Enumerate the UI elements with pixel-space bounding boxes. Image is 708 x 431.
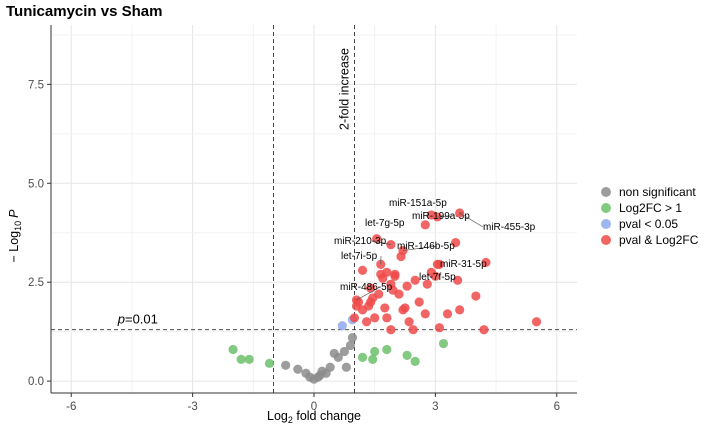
x-axis-label: Log2 fold change — [267, 409, 361, 425]
legend-label: Log2FC > 1 — [619, 201, 682, 215]
point-both — [451, 238, 461, 248]
y-tick-label: 5.0 — [28, 178, 44, 190]
annotation-leader — [402, 245, 438, 251]
point-both — [362, 317, 372, 327]
point-both — [404, 317, 414, 327]
y-axis-label: − Log10P — [7, 209, 23, 263]
point-both — [414, 297, 424, 307]
point-both — [382, 313, 392, 323]
point-both — [382, 267, 392, 277]
point-log2fc — [438, 338, 449, 349]
point-both — [402, 281, 412, 291]
point-log2fc — [410, 356, 420, 366]
point-both — [442, 309, 453, 319]
point-label: miR-486-5p — [340, 282, 393, 293]
point-label: miR-210-3p — [334, 236, 387, 247]
y-tick-label: 0.0 — [28, 376, 44, 388]
point-annotations: miR-151a-5p miR-199a-5p miR-455-3p let-7g-5… — [334, 198, 536, 305]
point-both — [374, 289, 384, 299]
point-label: miR-151a-5p — [389, 198, 447, 209]
annotation-leader — [459, 212, 484, 228]
point-both — [479, 325, 489, 335]
x-tick-label: 3 — [432, 401, 438, 413]
legend-label: non significant — [619, 185, 696, 199]
p-threshold-label: p=0.01 — [117, 312, 158, 327]
point-non-significant — [339, 346, 349, 357]
point-both — [410, 275, 420, 285]
x-tick-label: 6 — [554, 401, 560, 413]
point-both — [357, 265, 368, 275]
point-both — [366, 283, 376, 293]
point-both — [481, 257, 491, 268]
point-label: miR-199a-5p — [412, 211, 470, 222]
point-log2fc — [357, 352, 368, 362]
point-non-significant — [325, 362, 335, 372]
point-log2fc — [244, 354, 254, 364]
y-tick-label: 7.5 — [28, 79, 44, 91]
point-pval — [337, 321, 347, 331]
y-tick-label: 2.5 — [28, 277, 44, 289]
point-both — [400, 303, 410, 313]
labeled-point — [455, 208, 465, 218]
annotation-leader — [373, 240, 391, 245]
chart-title: Tunicamycin vs Sham — [6, 3, 162, 20]
threshold-lines: p=0.01 2-fold increase — [51, 25, 577, 393]
point-both — [455, 305, 465, 315]
plot-panel: p=0.01 2-fold increase miR-151a-5p miR-199… — [50, 25, 577, 394]
point-both — [531, 317, 542, 327]
point-log2fc — [228, 344, 238, 355]
point-both — [420, 309, 430, 319]
point-non-significant — [341, 362, 351, 372]
annotation-leader — [437, 215, 453, 218]
labeled-point — [434, 259, 445, 269]
point-non-significant — [345, 340, 356, 351]
point-both — [471, 291, 481, 301]
y-axis-ticks: 0.0 2.5 5.0 7.5 — [28, 79, 51, 388]
point-log2fc — [236, 354, 246, 364]
point-log2fc — [264, 358, 275, 368]
point-both — [453, 275, 463, 285]
legend-label: pval < 0.05 — [619, 217, 678, 231]
annotation-leader — [356, 286, 381, 301]
point-both — [434, 323, 445, 333]
point-label: let-7g-5p — [365, 218, 405, 229]
x-axis-ticks: -6 -3 0 3 6 — [66, 393, 560, 413]
legend-swatch — [601, 203, 611, 213]
point-label: miR-146b-5p — [397, 241, 455, 252]
point-both — [380, 303, 390, 313]
labeled-point — [422, 279, 432, 289]
point-label: let-7i-5p — [341, 251, 378, 262]
legend-label: pval & Log2FC — [619, 233, 699, 247]
legend: non significant Log2FC > 1 pval < 0.05 pval… — [601, 185, 699, 247]
legend-swatch — [601, 187, 611, 197]
point-log2fc — [382, 344, 392, 355]
point-log2fc — [370, 346, 380, 357]
legend-swatch — [601, 235, 611, 245]
point-label: let-7f-5p — [419, 272, 456, 283]
point-both — [386, 325, 396, 335]
point-both — [390, 271, 400, 281]
legend-swatch — [601, 219, 611, 229]
point-log2fc — [402, 350, 412, 361]
point-non-significant — [347, 333, 358, 343]
x-tick-label: -3 — [187, 401, 197, 413]
x-tick-label: -6 — [66, 401, 76, 413]
point-both — [394, 289, 404, 299]
point-non-significant — [333, 352, 343, 362]
labeled-point — [420, 220, 430, 230]
point-both — [370, 313, 380, 323]
point-log2fc — [368, 354, 378, 364]
point-non-significant — [281, 360, 291, 370]
fc-threshold-label: 2-fold increase — [337, 48, 351, 130]
point-both — [430, 271, 440, 281]
point-both — [349, 313, 360, 323]
x-tick-label: 0 — [311, 401, 317, 413]
point-non-significant — [293, 364, 303, 374]
point-label: miR-455-3p — [483, 222, 536, 233]
point-label: miR-31-5p — [440, 259, 487, 270]
point-both — [408, 325, 418, 335]
